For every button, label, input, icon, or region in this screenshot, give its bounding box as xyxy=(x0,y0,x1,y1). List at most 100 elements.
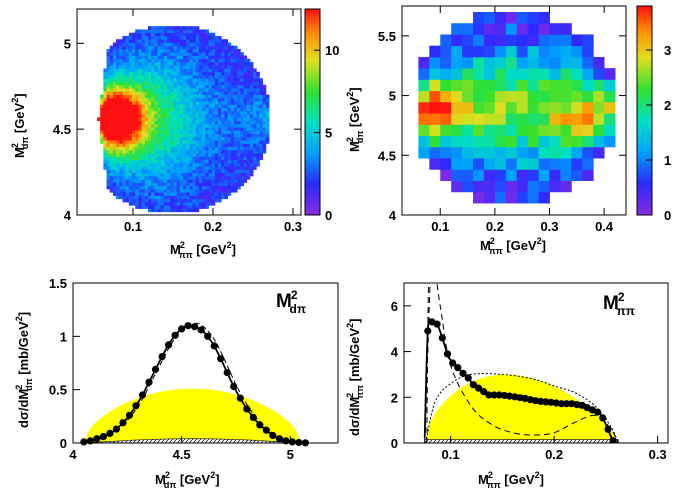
heatmap-1-cell xyxy=(147,110,152,115)
heatmap-1-cell xyxy=(144,78,149,82)
heatmap-1-cell xyxy=(227,153,232,157)
heatmap-1-cell xyxy=(122,188,127,193)
heatmap-1-cell xyxy=(186,75,190,79)
heatmap-1-cell xyxy=(116,159,120,164)
heatmap-1-cell xyxy=(195,153,200,157)
heatmap-1-cell xyxy=(192,110,197,115)
heatmap-1-cell xyxy=(173,159,178,164)
heatmap-1-cell xyxy=(128,166,133,170)
heatmap-1-cell xyxy=(176,208,181,213)
heatmap-1-cell xyxy=(125,84,130,89)
heatmap-1-cell xyxy=(195,48,200,53)
heatmap-2-cell xyxy=(505,124,518,137)
heatmap-1-cell xyxy=(135,75,139,79)
heatmap-1-cell xyxy=(163,32,168,37)
heatmap-1-cell xyxy=(125,104,130,108)
data-point xyxy=(424,327,432,335)
heatmap-1-cell xyxy=(141,169,146,174)
heatmap-1-cell xyxy=(106,130,111,135)
heatmap-1-cell xyxy=(224,179,228,183)
heatmap-1-cell xyxy=(186,45,190,50)
heatmap-1-cell xyxy=(112,162,117,167)
heatmap-1-cell xyxy=(147,169,152,174)
heatmap-1-cell xyxy=(176,205,181,209)
heatmap-1-cell xyxy=(221,143,225,148)
heatmap-1-cell xyxy=(192,172,197,177)
heatmap-1-cell xyxy=(233,156,238,161)
heatmap-1-cell xyxy=(243,172,248,177)
heatmap-2-cell xyxy=(429,68,441,80)
heatmap-1-cell xyxy=(135,172,139,177)
heatmap-1-cell xyxy=(202,188,206,193)
heatmap-1-cell xyxy=(218,114,222,118)
heatmap-2-cell xyxy=(440,45,452,58)
heatmap-2-cell xyxy=(418,56,430,69)
heatmap-1-cell xyxy=(138,143,142,148)
heatmap-1-cell xyxy=(106,81,111,86)
heatmap-1-cell xyxy=(122,88,127,92)
heatmap-1-cell xyxy=(195,188,200,193)
heatmap-1-cell xyxy=(144,48,149,53)
heatmap-1-cell xyxy=(205,172,209,177)
heatmap-1-cell xyxy=(132,48,136,53)
heatmap-1-cell xyxy=(237,149,241,154)
panel-3-xtick-label: 4 xyxy=(69,447,77,462)
heatmap-1-cell xyxy=(135,162,139,167)
heatmap-2-cell xyxy=(527,135,539,148)
heatmap-1-cell xyxy=(176,172,181,177)
heatmap-1-cell xyxy=(103,140,107,144)
heatmap-1-cell xyxy=(249,81,254,86)
heatmap-1-cell xyxy=(179,140,184,144)
heatmap-1-cell xyxy=(233,55,238,60)
heatmap-1-cell xyxy=(128,182,133,187)
heatmap-1-cell xyxy=(176,45,181,50)
heatmap-1-cell xyxy=(208,39,213,43)
heatmap-1-cell xyxy=(176,91,181,95)
heatmap-1-cell xyxy=(122,166,127,170)
heatmap-1-cell xyxy=(221,75,225,79)
heatmap-1-cell xyxy=(176,175,181,180)
heatmap-1-cell xyxy=(119,58,123,63)
heatmap-1-cell xyxy=(189,101,193,105)
heatmap-1-cell xyxy=(125,169,130,174)
heatmap-1-cell xyxy=(211,120,216,125)
heatmap-2-cell xyxy=(505,56,518,69)
heatmap-1-cell xyxy=(221,68,225,73)
heatmap-1-cell xyxy=(176,127,181,131)
heatmap-1-cell xyxy=(227,58,232,63)
colorbar-1 xyxy=(304,8,321,216)
heatmap-1-cell xyxy=(183,159,187,164)
heatmap-1-cell xyxy=(125,55,130,60)
heatmap-2-cell xyxy=(418,68,430,80)
heatmap-1-cell xyxy=(218,48,222,53)
heatmap-1-cell xyxy=(211,117,216,121)
heatmap-1-cell xyxy=(189,182,193,187)
heatmap-1-cell xyxy=(154,185,158,190)
heatmap-1-cell xyxy=(170,182,174,187)
heatmap-1-cell xyxy=(116,110,120,115)
heatmap-1-cell xyxy=(183,35,187,40)
heatmap-1-cell xyxy=(202,172,206,177)
heatmap-1-cell xyxy=(195,26,200,30)
data-point xyxy=(151,365,160,373)
heatmap-1-cell xyxy=(195,198,200,203)
heatmap-2-cell xyxy=(483,169,496,181)
heatmap-1-cell xyxy=(103,146,107,151)
heatmap-1-cell xyxy=(227,192,232,196)
heatmap-1-cell xyxy=(224,48,228,53)
heatmap-1-cell xyxy=(189,205,193,209)
heatmap-1-cell xyxy=(125,52,130,56)
heatmap-1-cell xyxy=(249,104,254,108)
heatmap-1-cell xyxy=(240,84,244,89)
heatmap-1-cell xyxy=(138,97,142,102)
heatmap-1-cell xyxy=(106,159,111,164)
heatmap-1-cell xyxy=(125,182,130,187)
heatmap-1-cell xyxy=(138,205,142,209)
heatmap-1-cell xyxy=(125,188,130,193)
heatmap-1-cell xyxy=(211,127,216,131)
heatmap-1-cell xyxy=(173,117,178,121)
heatmap-1-cell xyxy=(214,35,219,40)
heatmap-1-cell xyxy=(192,149,197,154)
heatmap-1-cell xyxy=(198,29,203,34)
heatmap-1-cell xyxy=(214,166,219,170)
